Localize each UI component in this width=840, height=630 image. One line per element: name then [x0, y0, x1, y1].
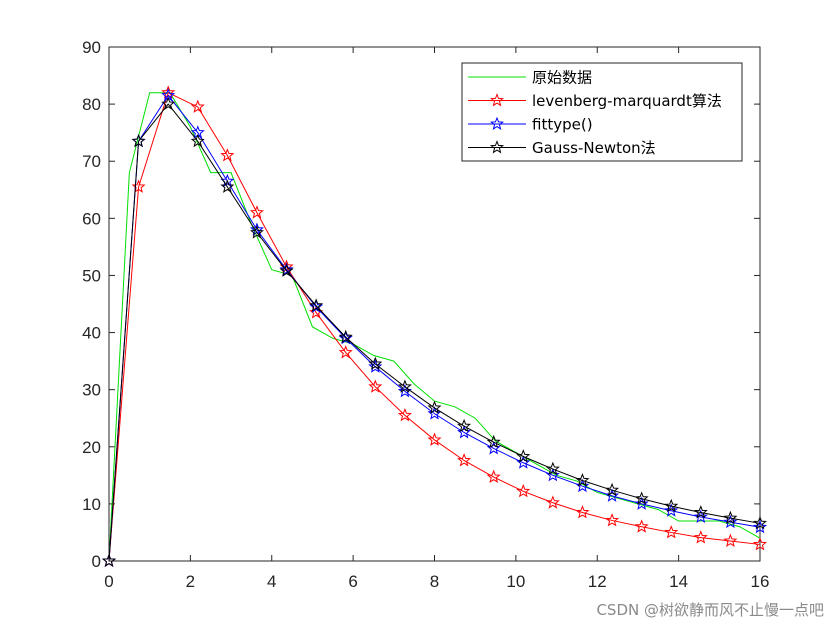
data-point [545, 495, 560, 509]
x-tick-label: 6 [348, 572, 357, 591]
y-tick-label: 10 [82, 495, 101, 514]
legend-marker [489, 93, 505, 107]
x-tick-label: 4 [267, 572, 276, 591]
data-point [427, 400, 442, 414]
data-point [605, 513, 620, 527]
data-point [457, 418, 472, 433]
data-point [486, 441, 501, 455]
legend-marker [489, 116, 505, 130]
data-point [693, 509, 708, 523]
series-line [108, 91, 761, 562]
data-point [220, 179, 235, 193]
data-point [605, 488, 620, 502]
data-point [634, 519, 649, 533]
series-4 [101, 96, 768, 567]
data-point [397, 408, 412, 422]
data-point [279, 262, 294, 276]
y-tick-label: 50 [82, 266, 101, 285]
data-point [664, 525, 679, 539]
legend: 原始数据 levenberg-marquardt算法 fittype() Gauss-… [461, 62, 743, 162]
data-point [516, 449, 531, 463]
data-point [634, 491, 649, 505]
data-point [220, 173, 235, 188]
data-point [249, 225, 264, 239]
x-tick-label: 8 [430, 572, 439, 591]
legend-label: Gauss-Newton法 [532, 139, 656, 157]
data-point [190, 133, 205, 148]
data-point [368, 379, 383, 393]
data-point [575, 505, 590, 519]
series-line [108, 94, 761, 562]
data-point [427, 432, 442, 446]
data-point [249, 205, 264, 219]
x-tick-label: 10 [506, 572, 525, 591]
data-point [309, 298, 324, 312]
x-tick-label: 14 [669, 572, 688, 591]
x-tick-label: 0 [104, 572, 113, 591]
y-tick-label: 90 [82, 38, 101, 57]
series-layer [101, 85, 768, 567]
y-tick-label: 0 [92, 552, 101, 571]
data-point [161, 96, 176, 111]
y-tick-label: 20 [82, 438, 101, 457]
legend-marker [489, 140, 505, 154]
data-point [279, 263, 294, 277]
data-point [545, 461, 560, 476]
data-point [575, 473, 590, 487]
data-point [752, 537, 768, 551]
data-point [664, 498, 679, 513]
data-point [190, 99, 205, 113]
data-point [397, 379, 412, 393]
data-point [457, 425, 472, 439]
data-point [752, 515, 768, 530]
data-point [368, 359, 383, 373]
data-point [664, 503, 679, 517]
data-point [486, 469, 501, 484]
y-axis: 0 10 20 30 40 50 60 70 80 90 [82, 38, 760, 571]
watermark: CSDN @树欲静而风不止慢一点吧 [596, 601, 824, 619]
data-point [131, 179, 146, 193]
data-point [486, 434, 501, 449]
data-point [516, 455, 531, 469]
data-point [101, 553, 117, 567]
data-point [131, 133, 146, 148]
data-point [723, 514, 738, 529]
x-tick-label: 16 [751, 572, 770, 591]
data-point [605, 482, 620, 497]
y-tick-label: 30 [82, 381, 101, 400]
data-point [368, 356, 383, 370]
data-point [220, 148, 235, 162]
x-tick-label: 12 [588, 572, 607, 591]
legend-box [461, 62, 743, 162]
x-tick-label: 2 [186, 572, 195, 591]
data-point [427, 406, 442, 420]
data-point [338, 329, 353, 344]
data-point [516, 483, 531, 498]
series-line [108, 103, 761, 562]
y-tick-label: 70 [82, 152, 101, 171]
y-tick-label: 60 [82, 209, 101, 228]
data-point [723, 533, 738, 547]
data-point [752, 519, 768, 534]
x-axis: 0 2 4 6 8 10 12 14 16 [104, 47, 769, 591]
series-3 [101, 88, 768, 567]
data-point [723, 510, 738, 525]
data-point [575, 478, 590, 493]
y-tick-label: 40 [82, 324, 101, 343]
data-point [457, 453, 472, 467]
y-tick-label: 80 [82, 95, 101, 114]
data-point [545, 467, 560, 482]
data-point [338, 345, 353, 359]
legend-label: fittype() [532, 116, 593, 134]
data-point [693, 505, 708, 519]
data-point [693, 530, 708, 544]
data-point [634, 496, 649, 510]
legend-label: levenberg-marquardt算法 [532, 92, 722, 110]
legend-label: 原始数据 [532, 69, 592, 87]
